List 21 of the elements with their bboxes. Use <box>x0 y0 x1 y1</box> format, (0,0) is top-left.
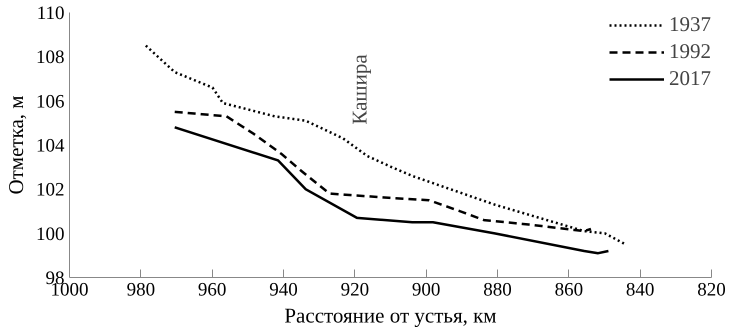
y-tick-label: 102 <box>36 180 64 201</box>
annotation: Кашира <box>348 54 372 125</box>
x-tick-label: 960 <box>198 280 226 300</box>
y-tick-label: 108 <box>36 47 64 68</box>
x-tick-label: 820 <box>697 280 726 300</box>
y-axis-title: Отметка, м <box>4 95 28 195</box>
y-tick-label: 104 <box>36 136 65 156</box>
x-tick-label: 860 <box>554 280 584 300</box>
x-tick-label: 920 <box>340 280 370 300</box>
x-tick-label: 840 <box>626 280 654 300</box>
y-tick-label: 106 <box>36 91 64 112</box>
x-tick-label: 940 <box>269 280 298 300</box>
y-tick-label: 110 <box>36 3 64 24</box>
legend-label: 1937 <box>669 12 711 37</box>
x-tick-label: 900 <box>412 280 440 300</box>
x-tick-label: 980 <box>126 280 156 300</box>
legend-label: 1992 <box>669 39 711 64</box>
y-tick-label: 100 <box>36 224 64 245</box>
x-axis-title: Расстояние от устья, км <box>284 304 497 328</box>
legend-label: 2017 <box>669 66 711 91</box>
x-tick-label: 880 <box>483 280 512 300</box>
